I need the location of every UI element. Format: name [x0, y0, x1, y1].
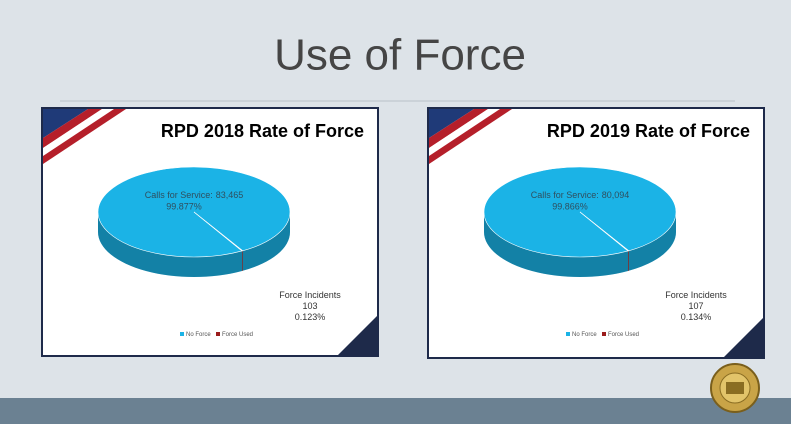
data-label-box: Force Incidents 103 0.123%	[278, 290, 342, 323]
slice	[193, 211, 244, 252]
slice-side	[242, 250, 243, 271]
value-label: 99.866%	[552, 201, 588, 211]
slice-side	[98, 212, 242, 277]
label-name: Calls for Service:	[145, 190, 213, 200]
data-label: Calls for Service: 80,094	[531, 190, 630, 200]
slice-side	[242, 212, 290, 271]
chart-panel: RPD 2018 Rate of Force Calls for Service:…	[41, 107, 379, 357]
value-label: 0.134%	[680, 312, 712, 322]
legend-swatch	[602, 332, 606, 336]
slide-title: Use of Force	[274, 31, 526, 80]
legend-label: Force Used	[608, 332, 639, 338]
label-name: Force Incidents	[279, 290, 341, 300]
slice	[483, 166, 677, 258]
slice	[579, 211, 630, 252]
slice-side	[628, 212, 676, 271]
corner-accent	[338, 316, 377, 355]
slice-side-shade	[242, 212, 290, 271]
value-label: 0.123%	[294, 312, 326, 322]
legend-label: No Force	[186, 332, 211, 338]
label-name: Calls for Service:	[531, 190, 599, 200]
corner-accent	[724, 318, 763, 357]
data-label: Calls for Service: 83,465	[145, 190, 244, 200]
flag-stripe	[429, 109, 512, 164]
data-label-box: Force Incidents 107 0.134%	[664, 290, 728, 323]
label-name: Force Incidents	[665, 290, 727, 300]
slice-side-shade	[98, 212, 242, 277]
count-label: 80,094	[602, 190, 630, 200]
legend-swatch	[180, 332, 184, 336]
footer-bar	[0, 398, 791, 424]
legend-swatch	[216, 332, 220, 336]
legend-label: Force Used	[222, 332, 253, 338]
slice-side-shade	[628, 250, 629, 271]
slice-side-shade	[242, 250, 243, 271]
chart-title: RPD 2019 Rate of Force	[547, 121, 750, 141]
value-label: 99.877%	[166, 201, 202, 211]
chart-title: RPD 2018 Rate of Force	[161, 121, 364, 141]
slice-side	[628, 250, 629, 271]
slice-side-shade	[628, 212, 676, 271]
legend-swatch	[566, 332, 570, 336]
chart-panel: RPD 2019 Rate of Force Calls for Service:…	[427, 107, 765, 359]
legend-label: No Force	[572, 332, 597, 338]
count-label: 83,465	[216, 190, 244, 200]
count-label: 103	[302, 301, 318, 311]
slice-side	[484, 212, 628, 277]
flag-stripe	[43, 109, 126, 164]
badge	[710, 363, 760, 413]
count-label: 107	[688, 301, 704, 311]
slice-side-shade	[484, 212, 628, 277]
